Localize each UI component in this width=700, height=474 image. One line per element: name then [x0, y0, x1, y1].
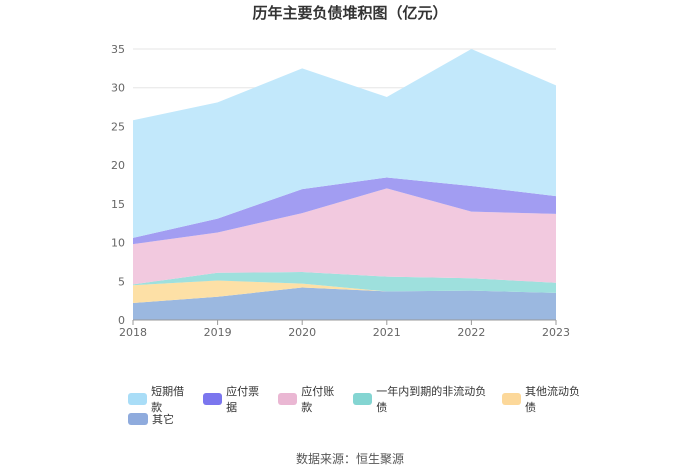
legend-label: 短期借款 [151, 385, 185, 414]
legend-swatch [278, 393, 298, 405]
x-tick-label: 2018 [119, 326, 147, 339]
x-tick-label: 2023 [542, 326, 570, 339]
y-tick-label: 10 [111, 237, 125, 250]
legend-swatch [501, 393, 521, 405]
y-tick-label: 30 [111, 82, 125, 95]
area-series [133, 188, 556, 285]
area-series [133, 49, 556, 238]
x-tick-label: 2021 [373, 326, 401, 339]
area-series [133, 287, 556, 320]
legend-item[interactable]: 其他流动负债 [501, 383, 588, 415]
legend-label: 其它 [152, 413, 174, 426]
legend-label: 应付账款 [301, 385, 335, 414]
x-tick-label: 2019 [204, 326, 232, 339]
legend-swatch [128, 393, 148, 405]
legend-swatch [353, 393, 373, 405]
y-tick-label: 20 [111, 159, 125, 172]
legend-swatch [128, 413, 148, 425]
area-series [133, 280, 556, 303]
y-tick-label: 15 [111, 198, 125, 211]
chart-title: 历年主要负债堆积图（亿元） [252, 4, 448, 22]
area-series [133, 272, 556, 293]
chart-legend: 短期借款 应付票据 应付账款 一年内到期的非流动负债 其他流动负债其它 [128, 385, 598, 429]
x-tick-label: 2020 [288, 326, 316, 339]
legend-item[interactable]: 一年内到期的非流动负债 [353, 383, 492, 415]
x-tick-label: 2022 [457, 326, 485, 339]
y-tick-label: 5 [118, 275, 125, 288]
y-tick-label: 0 [118, 314, 125, 327]
legend-label: 应付票据 [226, 385, 260, 414]
legend-item[interactable]: 应付账款 [278, 383, 343, 415]
legend-swatch [203, 393, 223, 405]
y-tick-label: 25 [111, 120, 125, 133]
data-source-note: 数据来源：恒生聚源 [295, 452, 404, 466]
legend-label: 一年内到期的非流动负债 [376, 385, 487, 414]
legend-label: 其他流动负债 [525, 385, 580, 414]
legend-item[interactable]: 其它 [128, 411, 174, 427]
legend-item[interactable]: 应付票据 [203, 383, 268, 415]
area-series [133, 177, 556, 245]
legend-item[interactable]: 短期借款 [128, 383, 193, 415]
y-tick-label: 35 [111, 43, 125, 56]
